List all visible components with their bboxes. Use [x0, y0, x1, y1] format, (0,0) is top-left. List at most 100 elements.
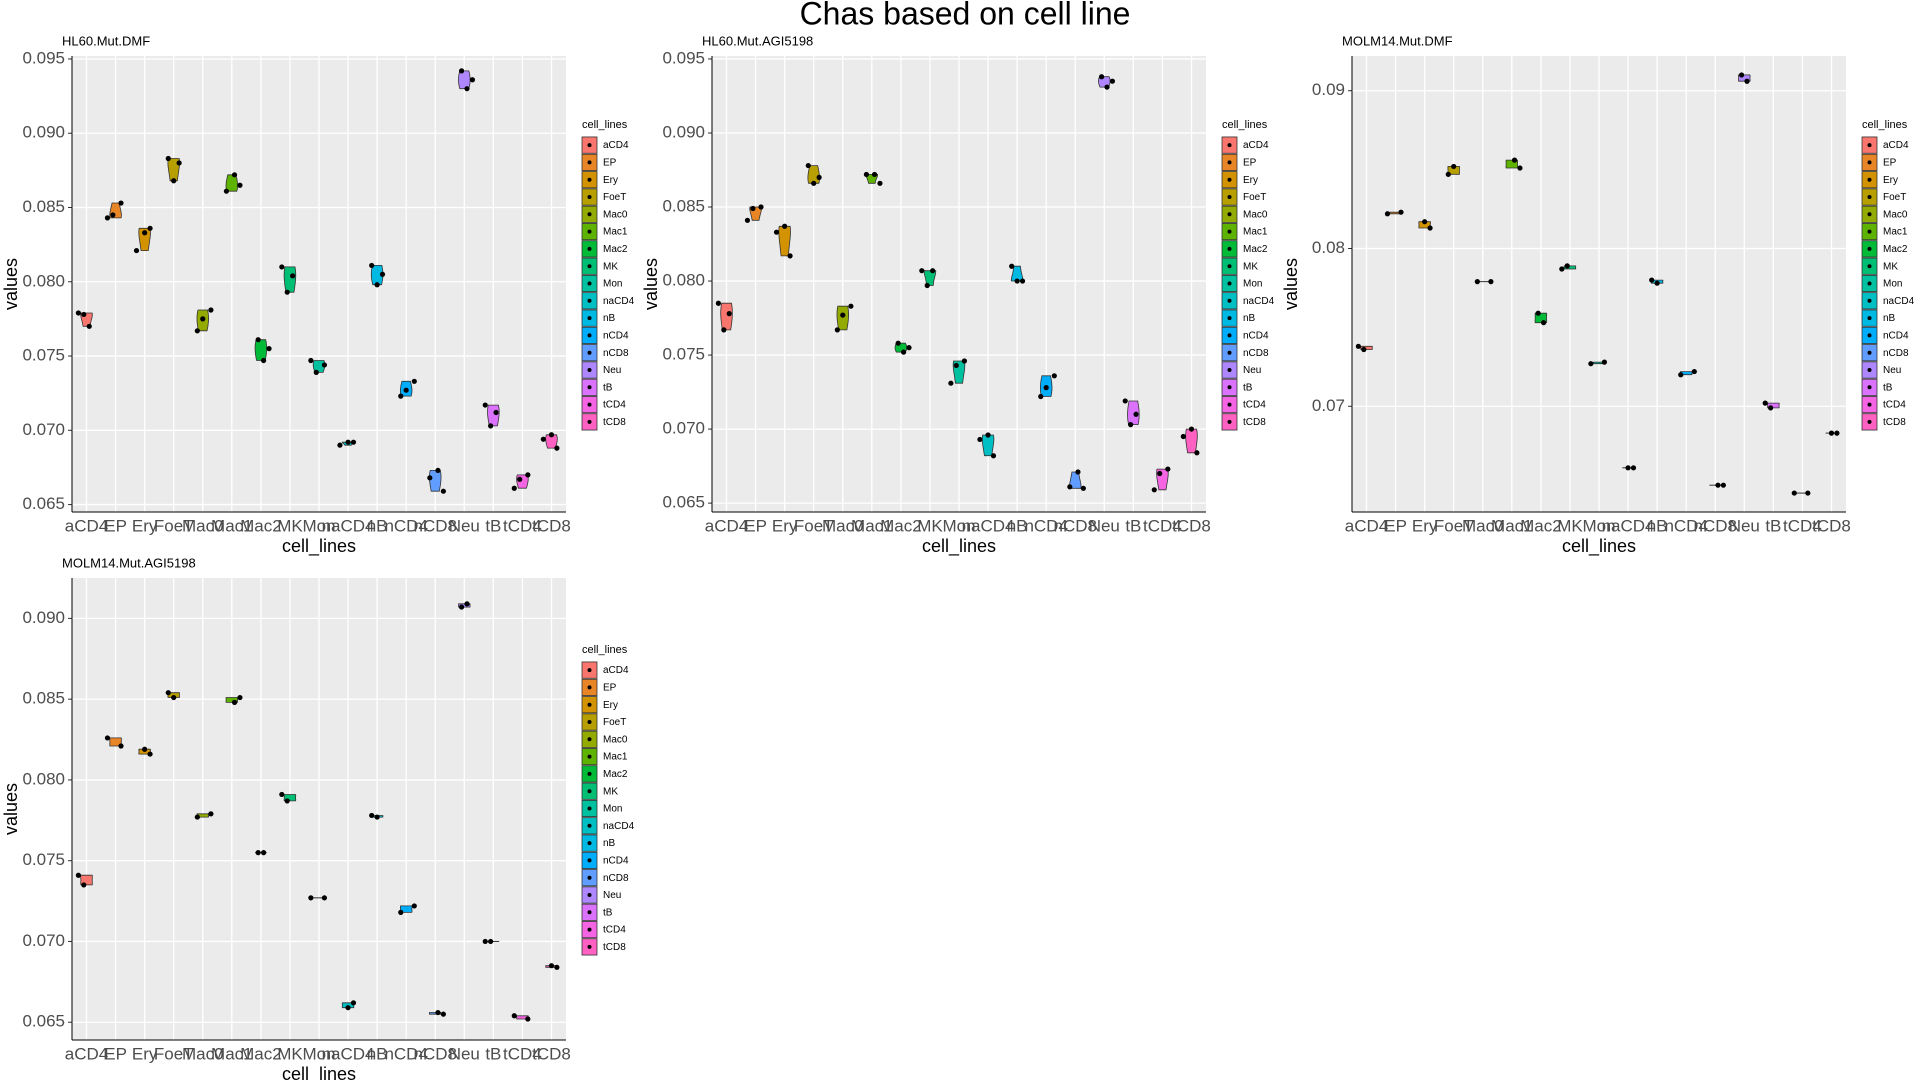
- point: [110, 212, 116, 218]
- y-tick-label: 0.09: [1312, 80, 1345, 99]
- legend-dot: [587, 419, 592, 424]
- violin: [225, 174, 238, 192]
- legend-label: MK: [1883, 261, 1898, 272]
- legend-label: Mac1: [603, 752, 628, 763]
- point: [104, 215, 111, 221]
- x-tick-label: nCD8: [1054, 516, 1097, 535]
- legend-label: Ery: [1883, 175, 1898, 186]
- point: [369, 262, 375, 269]
- legend-label: tCD4: [1243, 400, 1266, 411]
- legend-dot: [587, 160, 592, 165]
- legend-dot: [1227, 368, 1232, 372]
- point: [1180, 433, 1186, 440]
- point: [895, 340, 901, 346]
- figure-title: Chas based on cell line: [800, 0, 1131, 31]
- x-tick-label: naCD4: [322, 516, 375, 535]
- y-tick-label: 0.070: [22, 420, 65, 439]
- point: [1511, 157, 1518, 163]
- point: [953, 362, 959, 369]
- legend-dot: [587, 368, 592, 372]
- y-axis-title: values: [1, 258, 21, 310]
- legend-dot: [1867, 195, 1872, 199]
- legend-label: Mac1: [603, 227, 628, 238]
- point: [118, 200, 124, 206]
- legend-label: Ery: [603, 175, 618, 186]
- legend-label: tCD4: [603, 400, 626, 411]
- point: [525, 1016, 531, 1022]
- violin: [807, 165, 820, 184]
- point: [1355, 343, 1361, 349]
- point: [1384, 211, 1391, 217]
- point: [1422, 219, 1428, 225]
- y-tick-label: 0.090: [662, 122, 705, 141]
- legend-label: Mon: [603, 804, 622, 815]
- legend-label: nCD4: [603, 856, 629, 867]
- x-tick-label: FoeT: [794, 516, 834, 535]
- legend-label: tCD4: [603, 925, 626, 936]
- point: [147, 225, 153, 231]
- point: [715, 300, 721, 306]
- x-tick-label: aCD4: [65, 516, 108, 535]
- panel-title: HL60.Mut.DMF: [62, 33, 150, 48]
- point: [871, 171, 878, 178]
- point: [1744, 78, 1750, 84]
- point: [147, 751, 153, 757]
- point: [81, 311, 87, 318]
- point: [1488, 279, 1494, 285]
- point: [427, 475, 433, 481]
- point: [464, 601, 470, 607]
- x-tick-label: aCD4: [65, 1044, 108, 1063]
- point: [458, 68, 465, 74]
- point: [200, 316, 206, 322]
- y-tick-label: 0.070: [662, 419, 705, 438]
- legend-dot: [587, 720, 592, 724]
- legend-dot: [1867, 212, 1872, 217]
- point: [540, 436, 546, 442]
- point: [1122, 398, 1128, 404]
- legend-label: Neu: [1243, 365, 1261, 376]
- legend-label: tB: [603, 907, 613, 918]
- point: [1188, 426, 1195, 432]
- legend-dot: [1227, 160, 1232, 165]
- x-tick-label: tCD8: [532, 516, 571, 535]
- y-tick-label: 0.085: [22, 197, 65, 216]
- point: [266, 346, 272, 352]
- point: [493, 409, 499, 416]
- legend-dot: [587, 177, 592, 182]
- point: [482, 402, 488, 408]
- point: [171, 694, 177, 701]
- point: [1535, 310, 1541, 316]
- x-tick-label: Mac0: [822, 516, 864, 535]
- point: [1128, 422, 1134, 428]
- y-axis-title: values: [641, 258, 661, 310]
- point: [948, 380, 954, 386]
- point: [1104, 84, 1110, 90]
- legend-dot: [1867, 298, 1872, 303]
- point: [482, 938, 488, 945]
- legend-label: naCD4: [1883, 296, 1915, 307]
- point: [1517, 165, 1523, 171]
- x-tick-label: Mac0: [182, 1044, 224, 1063]
- violin: [370, 265, 384, 286]
- point: [208, 307, 214, 313]
- x-tick-label: nB: [367, 516, 388, 535]
- point: [805, 162, 811, 169]
- point: [237, 182, 243, 188]
- x-tick-label: tB: [1765, 516, 1781, 535]
- legend-label: nCD8: [603, 873, 629, 884]
- legend-dot: [587, 385, 592, 390]
- x-tick-label: FoeT: [154, 1044, 194, 1063]
- point: [284, 798, 290, 804]
- point: [758, 204, 764, 210]
- x-tick-label: Mac0: [1462, 516, 1504, 535]
- legend-dot: [1227, 229, 1232, 234]
- x-tick-label: Mon: [302, 1044, 335, 1063]
- point: [260, 357, 267, 364]
- point: [398, 393, 404, 399]
- point: [469, 77, 476, 83]
- point: [773, 229, 780, 235]
- point: [133, 247, 140, 254]
- legend-label: tCD8: [1243, 417, 1266, 428]
- legend-label: nB: [603, 313, 616, 324]
- point: [237, 694, 243, 701]
